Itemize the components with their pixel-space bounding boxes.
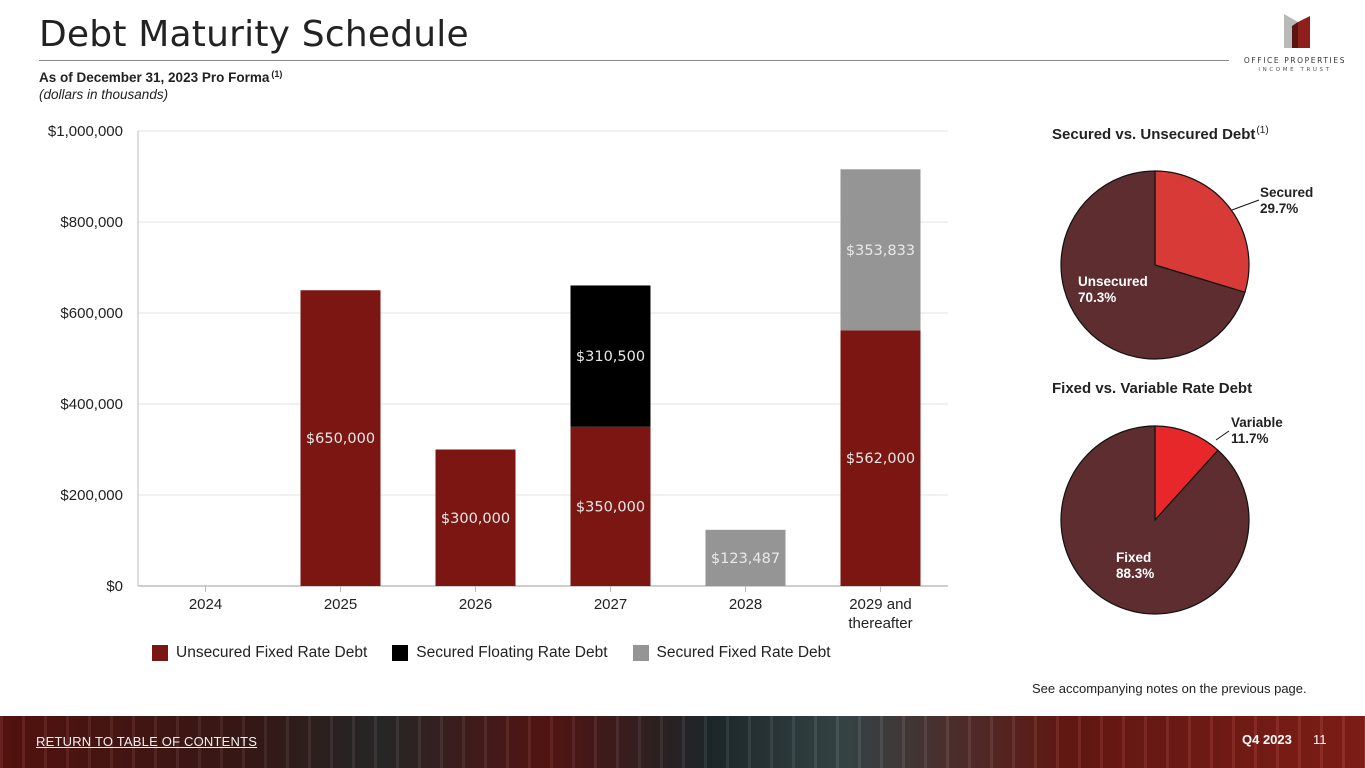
- secured-unsecured-title-text: Secured vs. Unsecured Debt: [1052, 126, 1256, 143]
- fixed-variable-pie: Variable 11.7% Fixed 88.3%: [1060, 415, 1283, 615]
- notes-text: See accompanying notes on the previous p…: [1032, 681, 1307, 696]
- title-divider: [39, 60, 1229, 61]
- pie-slice-label: Fixed 88.3%: [1116, 550, 1154, 581]
- footer-quarter: Q4 2023: [1242, 732, 1292, 747]
- secured-unsecured-pie: Secured 29.7% Unsecured 70.3%: [1060, 170, 1313, 360]
- x-tick-label: 2024: [189, 596, 222, 613]
- secured-unsecured-title: Secured vs. Unsecured Debt(1): [1052, 125, 1269, 143]
- legend-item-unsecured-fixed: Unsecured Fixed Rate Debt: [152, 644, 367, 662]
- legend-item-secured-floating: Secured Floating Rate Debt: [392, 644, 608, 662]
- debt-maturity-bar-chart: $0 $200,000 $400,000 $600,000 $800,000 $1,000…: [48, 123, 948, 632]
- units-note: (dollars in thousands): [39, 87, 169, 102]
- y-tick-label: $400,000: [60, 396, 123, 413]
- legend-label-secured-floating: Secured Floating Rate Debt: [416, 644, 608, 661]
- y-tick-label: $200,000: [60, 487, 123, 504]
- legend-swatch-unsecured-fixed: [152, 645, 168, 661]
- subtitle-text: As of December 31, 2023 Pro Forma: [39, 70, 270, 85]
- pie-leader-line: [1231, 199, 1260, 211]
- footer-background-image: [0, 716, 1365, 768]
- bar-data-label: $353,833: [846, 243, 915, 259]
- bar-segment: [300, 290, 381, 586]
- pie-slice-label: Unsecured 70.3%: [1078, 274, 1148, 305]
- pie-slice: [1060, 170, 1246, 360]
- x-tick-label: 2027: [594, 596, 627, 613]
- bar-data-label: $650,000: [306, 431, 375, 447]
- y-tick-label: $600,000: [60, 305, 123, 322]
- bar-segment: [435, 449, 516, 586]
- pie-slice-label: Variable 11.7%: [1231, 415, 1283, 446]
- page-number: 11: [1313, 732, 1327, 747]
- bar-data-label: $310,500: [576, 349, 645, 365]
- legend-swatch-secured-fixed: [632, 645, 649, 661]
- logo-text-primary: OFFICE PROPERTIES: [1243, 56, 1347, 65]
- logo-text-secondary: INCOME TRUST: [1258, 67, 1332, 73]
- pie-slice-label: Secured 29.7%: [1260, 185, 1313, 216]
- y-tick-label: $1,000,000: [48, 123, 123, 140]
- x-tick-label: 2025: [324, 596, 357, 613]
- subtitle-footnote: (1): [271, 69, 283, 79]
- y-tick-label: $800,000: [60, 214, 123, 231]
- legend-label-secured-fixed: Secured Fixed Rate Debt: [656, 644, 831, 661]
- bar-segment: [570, 426, 651, 586]
- pie-slice: [1154, 170, 1250, 294]
- bar-segment: [840, 169, 921, 331]
- pie-leader-line: [1215, 430, 1230, 441]
- company-logo: OFFICE PROPERTIES INCOME TRUST: [1240, 12, 1350, 76]
- pie-slice: [1060, 425, 1250, 615]
- bar-data-label: $350,000: [576, 499, 645, 515]
- return-to-toc-link[interactable]: RETURN TO TABLE OF CONTENTS: [36, 734, 258, 749]
- x-tick-label: 2028: [729, 596, 762, 613]
- y-tick-label: $0: [106, 578, 123, 595]
- x-tick-label: 2026: [459, 596, 492, 613]
- bar-data-label: $300,000: [441, 511, 510, 527]
- legend-item-secured-fixed: Secured Fixed Rate Debt: [632, 644, 831, 662]
- page-title: Debt Maturity Schedule: [39, 14, 469, 55]
- bar-segment: [570, 285, 651, 427]
- bar-segment: [840, 330, 921, 586]
- bar-data-label: $562,000: [846, 451, 915, 467]
- legend-swatch-secured-floating: [392, 645, 409, 661]
- x-tick-label: 2029 and thereafter: [848, 596, 912, 632]
- legend-label-unsecured-fixed: Unsecured Fixed Rate Debt: [176, 644, 368, 661]
- secured-unsecured-footnote: (1): [1256, 125, 1269, 136]
- bar-segment: [705, 529, 786, 586]
- footer-bar: RETURN TO TABLE OF CONTENTS Q4 2023 11: [0, 716, 1365, 768]
- fixed-variable-title-text: Fixed vs. Variable Rate Debt: [1052, 380, 1253, 397]
- report-date-subtitle: As of December 31, 2023 Pro Forma (1): [39, 69, 282, 85]
- pie-slice: [1154, 425, 1219, 522]
- building-logo-icon: [1284, 14, 1310, 48]
- fixed-variable-title: Fixed vs. Variable Rate Debt: [1052, 380, 1252, 397]
- bar-data-label: $123,487: [711, 551, 780, 567]
- bar-chart-legend: Unsecured Fixed Rate Debt Secured Floati…: [152, 643, 856, 663]
